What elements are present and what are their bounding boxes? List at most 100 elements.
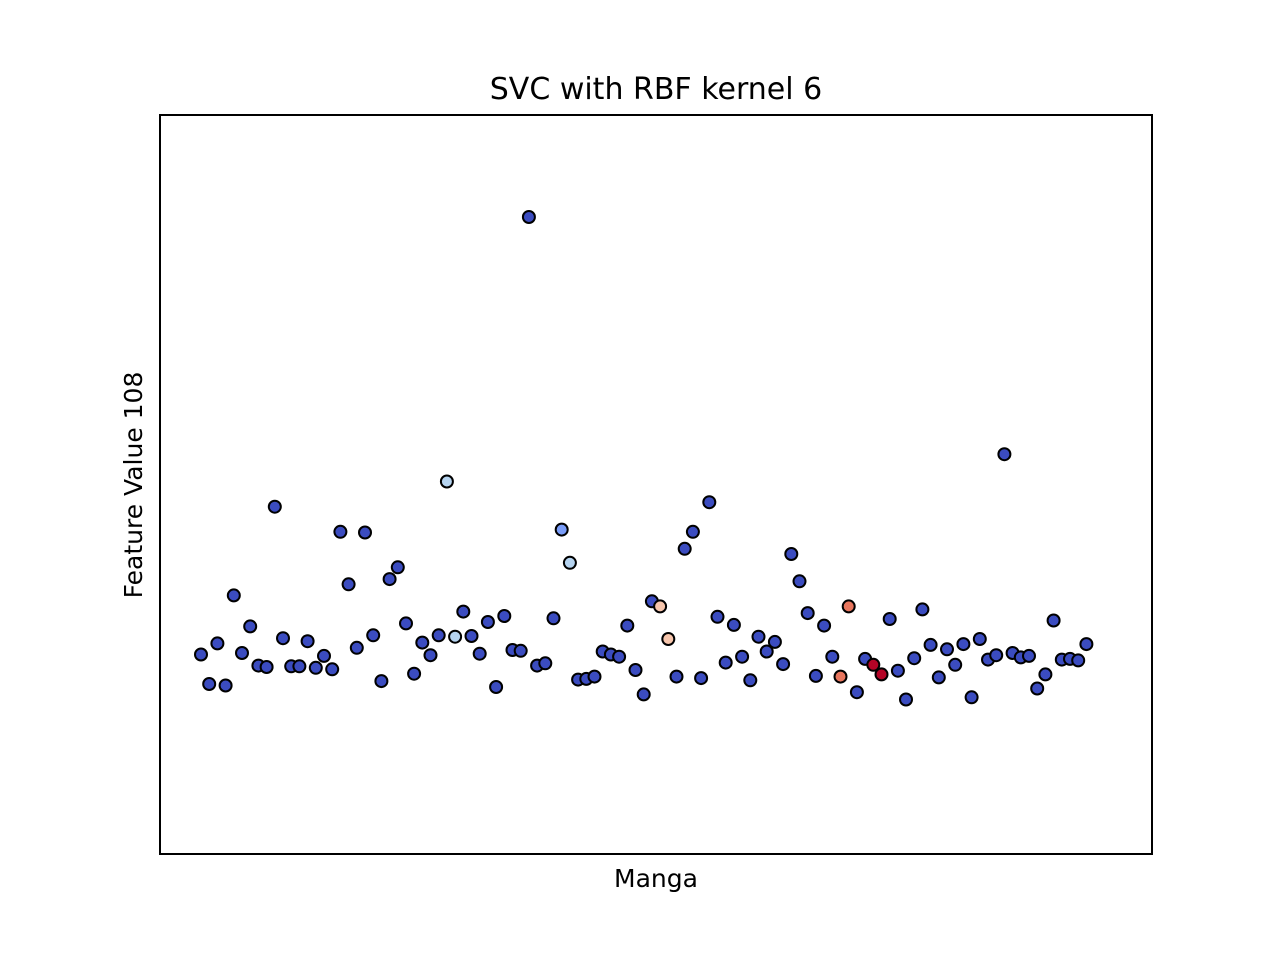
data-point-52: [612, 649, 627, 664]
data-point-53: [620, 618, 635, 633]
data-point-36: [480, 615, 495, 629]
data-point-13: [292, 659, 307, 674]
data-point-19: [341, 577, 356, 592]
data-point-86: [890, 663, 905, 678]
data-point-62: [694, 671, 709, 686]
data-point-105: [1046, 613, 1061, 628]
data-point-33: [456, 604, 471, 619]
data-point-55: [636, 687, 651, 702]
data-point-30: [431, 628, 446, 643]
data-point-99: [997, 447, 1012, 462]
data-point-16: [317, 648, 331, 663]
data-point-71: [767, 634, 782, 649]
data-point-29: [423, 648, 438, 663]
chart-title: SVC with RBF kernel 6: [490, 72, 822, 107]
data-point-109: [1079, 637, 1094, 652]
data-point-74: [792, 574, 807, 589]
data-point-4: [218, 678, 233, 693]
data-point-9: [259, 660, 274, 674]
data-point-63: [702, 495, 717, 510]
data-point-23: [374, 674, 389, 689]
data-point-32: [448, 629, 463, 644]
data-point-20: [349, 640, 364, 655]
data-point-87: [899, 692, 913, 707]
data-point-72: [776, 657, 791, 672]
data-point-45: [554, 522, 569, 537]
data-point-59: [669, 669, 684, 684]
data-point-76: [808, 668, 823, 683]
data-point-90: [923, 637, 938, 652]
data-point-6: [235, 646, 249, 660]
data-point-75: [800, 606, 815, 621]
data-point-31: [439, 474, 454, 489]
y-axis-label: Feature Value 108: [119, 372, 148, 599]
data-point-89: [915, 602, 930, 617]
data-point-84: [874, 667, 889, 682]
data-point-104: [1038, 667, 1053, 682]
data-point-81: [849, 685, 864, 700]
data-point-37: [489, 680, 504, 694]
data-point-69: [751, 629, 766, 644]
data-point-11: [276, 631, 290, 646]
data-point-34: [464, 629, 479, 643]
data-point-46: [562, 555, 577, 570]
data-point-73: [784, 547, 799, 561]
data-point-28: [415, 635, 430, 650]
data-point-94: [956, 637, 971, 652]
data-point-78: [825, 649, 840, 664]
data-point-102: [1022, 648, 1036, 663]
data-point-7: [243, 619, 258, 634]
data-point-61: [685, 524, 700, 539]
data-point-21: [358, 525, 372, 540]
data-point-66: [726, 617, 741, 632]
data-point-10: [267, 499, 282, 514]
data-point-80: [841, 599, 856, 614]
data-point-1: [194, 647, 208, 662]
data-point-88: [907, 651, 922, 666]
data-point-22: [366, 628, 381, 643]
data-point-49: [587, 669, 602, 684]
data-point-40: [513, 643, 528, 658]
data-point-35: [472, 646, 487, 661]
data-point-38: [497, 609, 512, 623]
data-point-17: [325, 662, 340, 677]
data-point-44: [546, 611, 561, 626]
data-point-108: [1071, 653, 1086, 668]
data-point-43: [538, 656, 553, 671]
data-point-96: [972, 632, 987, 646]
data-point-93: [948, 657, 963, 672]
data-point-14: [300, 634, 315, 649]
data-point-60: [677, 541, 692, 556]
data-point-26: [399, 616, 413, 631]
data-point-68: [743, 673, 758, 688]
data-point-3: [210, 636, 225, 651]
data-point-65: [718, 655, 733, 670]
data-point-27: [407, 666, 422, 681]
data-point-83: [866, 657, 881, 672]
data-point-54: [628, 663, 643, 677]
data-point-25: [390, 560, 405, 575]
data-point-91: [931, 670, 946, 685]
data-point-67: [735, 649, 750, 664]
points-layer: [194, 210, 1094, 707]
data-point-79: [833, 669, 848, 684]
data-point-24: [382, 572, 397, 587]
data-point-98: [989, 648, 1004, 663]
data-point-57: [653, 599, 668, 614]
data-point-92: [940, 642, 954, 657]
data-point-95: [964, 690, 979, 705]
data-point-18: [333, 524, 348, 539]
data-point-70: [759, 644, 774, 659]
data-point-15: [308, 660, 323, 675]
x-axis-label: Manga: [614, 864, 698, 893]
data-point-103: [1030, 681, 1045, 696]
plot-frame: [159, 114, 1153, 855]
data-point-5: [226, 588, 241, 603]
data-point-77: [817, 618, 832, 633]
data-point-41: [521, 210, 536, 224]
data-point-64: [710, 609, 725, 624]
data-point-2: [202, 677, 217, 691]
data-point-58: [661, 632, 676, 646]
